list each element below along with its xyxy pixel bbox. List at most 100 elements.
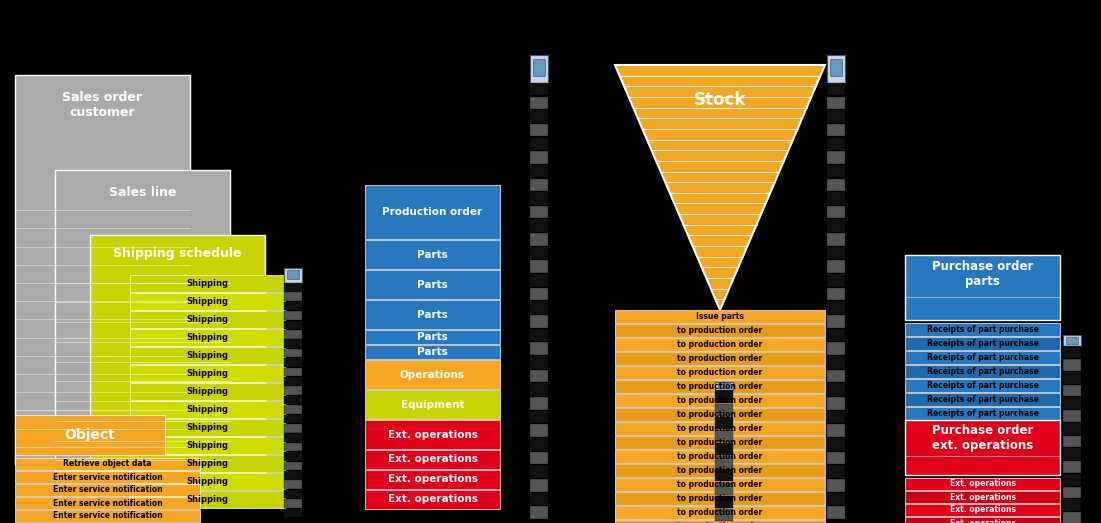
Text: Receipts of part purchase: Receipts of part purchase <box>927 353 1038 362</box>
Text: Ext. operations: Ext. operations <box>388 474 478 484</box>
Bar <box>530 110 548 123</box>
Bar <box>615 422 825 435</box>
Bar <box>827 452 844 464</box>
Bar <box>284 368 302 376</box>
Text: to production order: to production order <box>677 326 763 335</box>
Text: to production order: to production order <box>677 354 763 363</box>
Bar <box>827 343 844 355</box>
Bar <box>827 138 844 150</box>
Text: Receipts of part purchase: Receipts of part purchase <box>927 409 1038 418</box>
Text: Shipping: Shipping <box>186 351 229 360</box>
Bar <box>284 377 302 385</box>
Bar <box>615 520 825 523</box>
Bar <box>530 315 548 328</box>
Bar <box>615 394 825 407</box>
Bar <box>827 424 844 437</box>
Bar <box>615 464 825 477</box>
Bar <box>827 124 844 137</box>
Text: Shipping: Shipping <box>186 369 229 378</box>
Bar <box>905 407 1060 420</box>
Text: Receipts of part purchase: Receipts of part purchase <box>927 395 1038 404</box>
Bar <box>284 471 302 480</box>
Text: to production order: to production order <box>677 410 763 419</box>
Bar <box>530 124 548 137</box>
Bar <box>715 483 733 495</box>
Bar <box>905 379 1060 392</box>
Bar <box>130 275 285 292</box>
Bar <box>615 366 825 379</box>
Bar <box>15 510 200 522</box>
Bar <box>905 337 1060 350</box>
Bar <box>366 360 500 389</box>
Text: Ext. operations: Ext. operations <box>949 518 1015 523</box>
Text: Parts: Parts <box>417 310 448 320</box>
Bar <box>1062 359 1081 371</box>
Bar <box>905 393 1060 406</box>
Bar <box>715 496 733 508</box>
Bar <box>15 75 190 465</box>
Bar <box>284 443 302 451</box>
Bar <box>130 365 285 382</box>
Bar <box>15 458 200 470</box>
Text: Purchase order
parts: Purchase order parts <box>931 260 1033 288</box>
Text: to production order: to production order <box>677 508 763 517</box>
Bar <box>827 329 844 342</box>
Bar <box>830 59 842 76</box>
Bar <box>366 470 500 489</box>
Bar <box>827 260 844 273</box>
Bar <box>130 329 285 346</box>
Bar <box>284 424 302 433</box>
Bar <box>715 430 733 442</box>
Text: Shipping: Shipping <box>186 459 229 468</box>
Bar <box>1062 436 1081 448</box>
Bar <box>530 383 548 396</box>
Bar <box>130 455 285 472</box>
Bar <box>530 220 548 232</box>
Bar <box>827 206 844 219</box>
Bar <box>366 330 500 344</box>
Bar <box>905 517 1060 523</box>
Text: Shipping: Shipping <box>186 495 229 504</box>
Bar <box>905 255 1060 320</box>
Text: Equipment: Equipment <box>401 400 465 410</box>
Text: Ext. operations: Ext. operations <box>949 506 1015 515</box>
Bar <box>827 233 844 246</box>
Bar <box>284 311 302 320</box>
Bar <box>530 233 548 246</box>
Bar <box>366 390 500 419</box>
Text: to production order: to production order <box>677 494 763 503</box>
Bar <box>530 55 548 83</box>
Bar <box>530 438 548 451</box>
Bar <box>284 386 302 395</box>
Bar <box>1066 337 1078 344</box>
Bar <box>530 397 548 410</box>
Bar <box>1062 385 1081 396</box>
Bar <box>827 465 844 478</box>
Bar <box>284 434 302 442</box>
Text: Shipping schedule: Shipping schedule <box>113 246 242 259</box>
Bar <box>530 274 548 287</box>
Bar <box>530 452 548 464</box>
Text: Shipping: Shipping <box>186 387 229 396</box>
Bar <box>130 419 285 436</box>
Bar <box>827 288 844 300</box>
Bar <box>718 383 730 388</box>
Bar <box>827 165 844 177</box>
Text: Receipts of part purchase: Receipts of part purchase <box>927 381 1038 390</box>
Bar <box>715 443 733 455</box>
Text: Enter service notification: Enter service notification <box>53 498 162 507</box>
Bar <box>827 220 844 232</box>
Bar <box>615 338 825 351</box>
Text: Sales order
customer: Sales order customer <box>63 90 142 119</box>
Bar <box>827 274 844 287</box>
Text: Ext. operations: Ext. operations <box>949 480 1015 488</box>
Bar <box>15 484 200 496</box>
Bar <box>530 192 548 204</box>
Bar <box>530 343 548 355</box>
Bar <box>284 481 302 489</box>
Bar <box>130 491 285 508</box>
Text: Ext. operations: Ext. operations <box>949 493 1015 502</box>
Bar <box>827 97 844 109</box>
Bar <box>15 415 165 455</box>
Text: to production order: to production order <box>677 368 763 377</box>
